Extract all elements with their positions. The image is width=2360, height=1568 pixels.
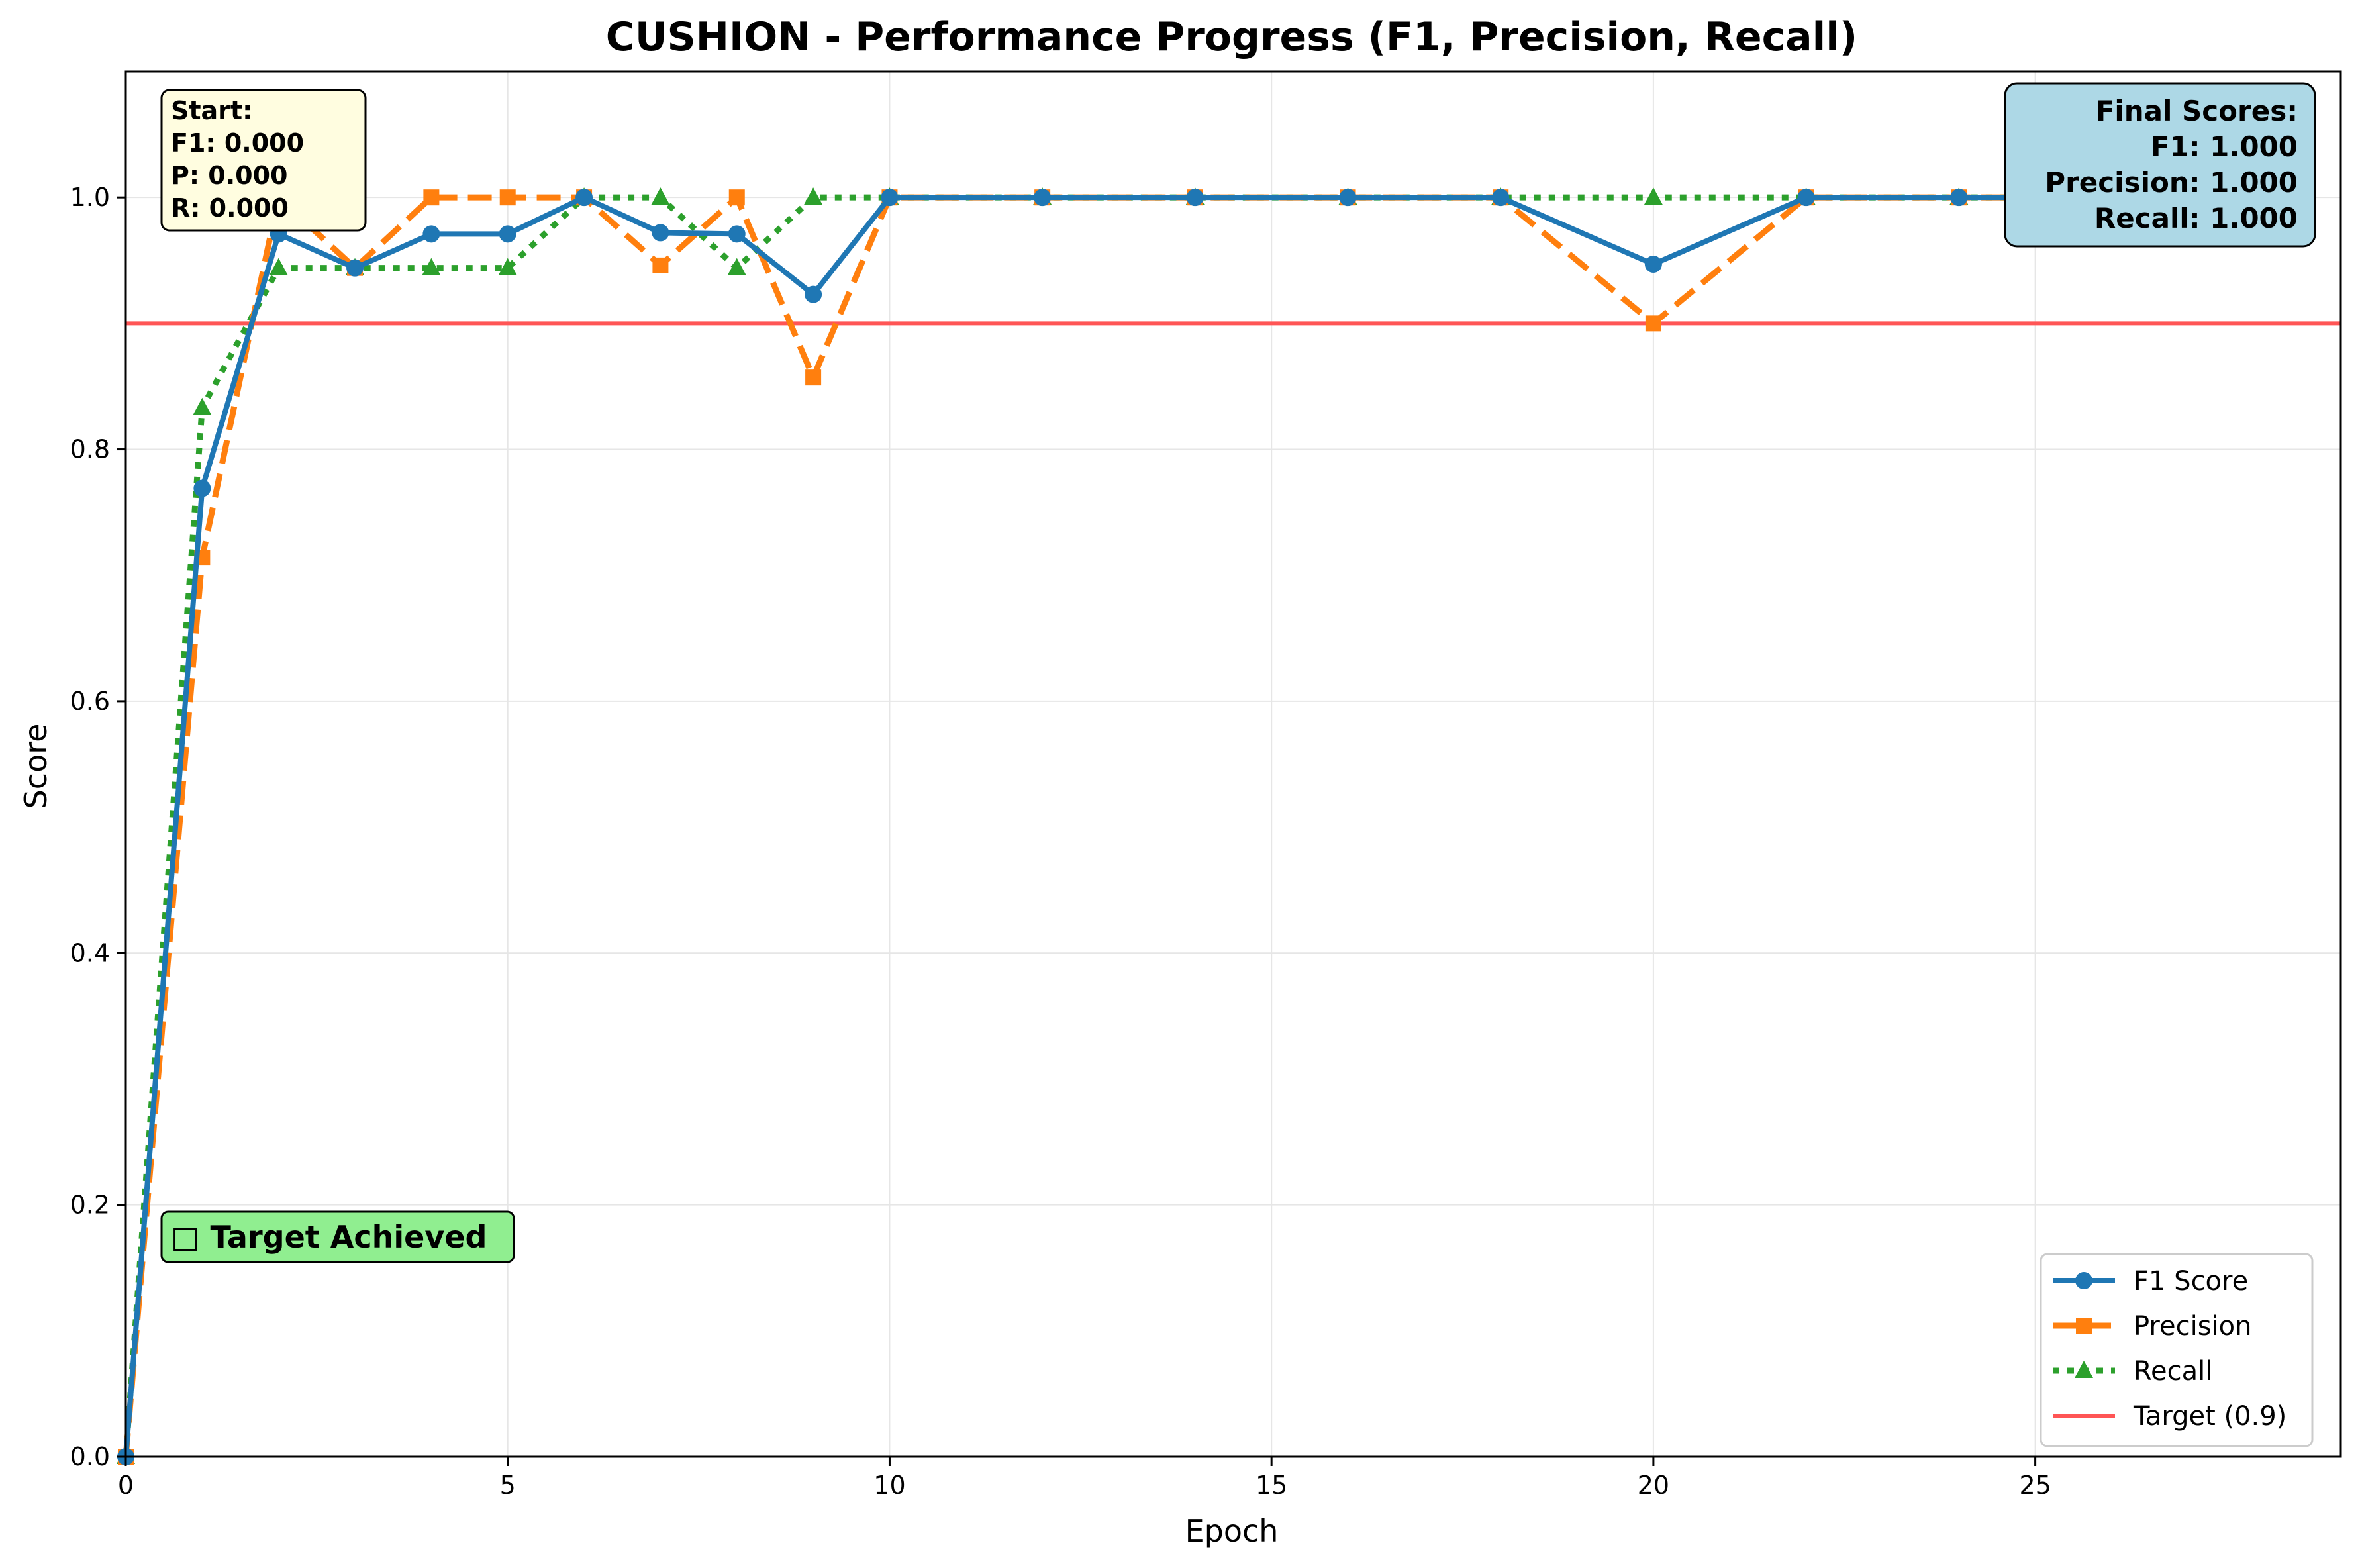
data-point	[575, 189, 593, 207]
grid	[125, 72, 2341, 1457]
series-lines	[117, 187, 2274, 1465]
chart-title: CUSHION - Performance Progress (F1, Prec…	[606, 14, 1857, 60]
legend-label: Recall	[2134, 1356, 2212, 1387]
x-tick-label: 15	[1255, 1471, 1287, 1500]
x-tick-label: 10	[873, 1471, 905, 1500]
plot-frame	[124, 70, 2342, 1458]
data-point	[728, 189, 745, 206]
x-tick-label: 20	[1638, 1471, 1669, 1500]
data-point	[1644, 187, 1663, 205]
data-point	[728, 225, 746, 243]
legend-entry: Target (0.9)	[2053, 1401, 2286, 1432]
data-point	[805, 285, 822, 303]
start-annotation-line: F1: 0.000	[171, 128, 304, 158]
series-line	[123, 194, 2265, 1457]
start-annotation-line: Start:	[171, 96, 252, 125]
data-point	[651, 187, 670, 205]
start-annotation-line: P: 0.000	[171, 161, 287, 190]
data-point	[727, 258, 746, 275]
data-point	[423, 189, 440, 206]
data-point	[499, 225, 516, 243]
legend-label: F1 Score	[2134, 1266, 2248, 1297]
data-point	[652, 257, 669, 273]
data-point	[805, 369, 822, 386]
legend-box	[2040, 1253, 2314, 1447]
x-tick-label: 0	[118, 1471, 134, 1500]
legend-entry: Recall	[2053, 1356, 2212, 1387]
legend-entry: Precision	[2053, 1311, 2251, 1342]
legend-marker	[2076, 1318, 2092, 1334]
data-point	[1645, 315, 1661, 332]
legend-marker	[2075, 1272, 2092, 1289]
final-scores-line: Precision: 1.000	[2045, 166, 2298, 199]
final-scores-line: Recall: 1.000	[2094, 202, 2298, 234]
y-tick-label: 0.4	[70, 938, 110, 967]
y-tick-label: 1.0	[70, 183, 110, 212]
y-tick-label: 0.6	[70, 687, 110, 716]
data-point	[652, 224, 669, 242]
data-point	[422, 258, 441, 275]
legend-label: Target (0.9)	[2133, 1401, 2286, 1432]
final-scores-box	[2004, 82, 2316, 248]
target-achieved-badge	[160, 1210, 515, 1263]
data-point	[269, 258, 288, 275]
x-tick-label: 25	[2019, 1471, 2051, 1500]
data-point	[1034, 189, 1052, 207]
data-point	[193, 397, 212, 415]
x-tick-label: 5	[500, 1471, 516, 1500]
data-point	[1644, 255, 1662, 273]
data-point	[881, 189, 899, 207]
data-point	[498, 258, 517, 275]
y-tick-label: 0.8	[70, 435, 110, 464]
data-point	[422, 225, 440, 243]
data-point	[193, 479, 211, 497]
data-point	[1950, 189, 1968, 207]
annotations: Start: F1: 0.000 P: 0.000 R: 0.000 Final Sco…	[160, 82, 2316, 1263]
y-tick-label: 0.2	[70, 1191, 110, 1220]
axes: 0 5 10 15 20 25 0.0 0.2 0.4 0.6 0.8 1.0	[70, 70, 2342, 1500]
data-point	[499, 189, 516, 206]
data-point	[346, 259, 364, 277]
data-point	[1492, 189, 1510, 207]
x-axis-label: Epoch	[1185, 1513, 1279, 1549]
legend-marker	[2075, 1361, 2093, 1378]
legend-label: Precision	[2134, 1311, 2251, 1342]
start-annotation-line: R: 0.000	[171, 193, 289, 222]
data-point	[1339, 189, 1357, 207]
y-tick-label: 0.0	[70, 1442, 110, 1471]
series-line	[123, 195, 2265, 1457]
start-annotation-box	[160, 89, 367, 232]
data-point	[1186, 189, 1204, 207]
y-axis-label: Score	[18, 724, 54, 809]
data-point	[1797, 189, 1815, 207]
series-line	[123, 194, 2265, 1457]
target-achieved-text: □ Target Achieved	[171, 1219, 487, 1255]
final-scores-line: Final Scores:	[2096, 95, 2298, 127]
legend: F1 Score Precision Recall Target (0.9)	[2040, 1253, 2314, 1447]
final-scores-line: F1: 1.000	[2151, 130, 2298, 163]
legend-entry: F1 Score	[2053, 1266, 2248, 1297]
data-point	[804, 187, 823, 205]
